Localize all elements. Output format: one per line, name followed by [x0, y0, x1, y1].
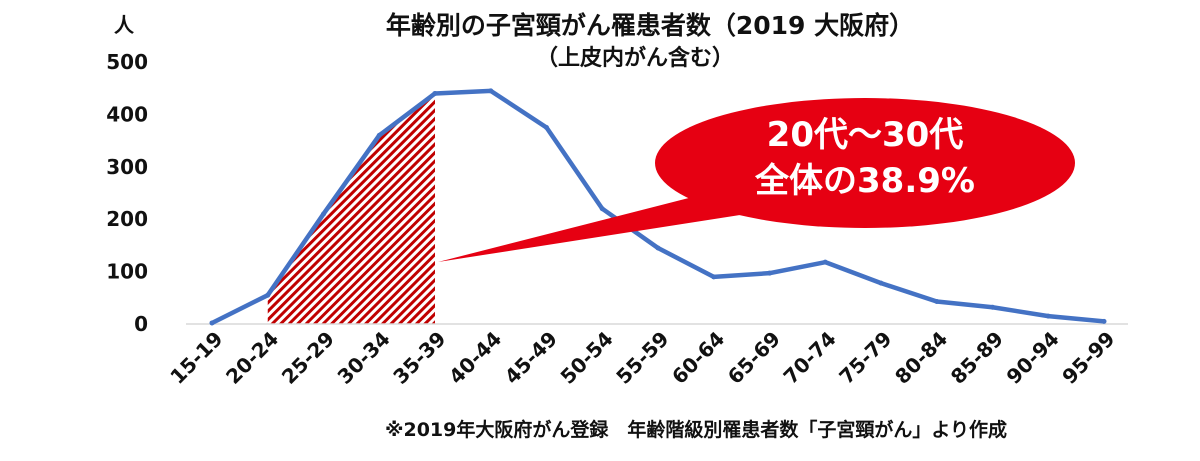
x-tick-label: 35-39 [388, 327, 450, 389]
data-point [544, 125, 549, 130]
x-tick-label: 55-59 [611, 327, 673, 389]
x-tick-label: 20-24 [221, 327, 283, 389]
x-tick-label: 45-49 [500, 327, 562, 389]
callout-pointer [438, 190, 740, 262]
data-point [321, 211, 326, 217]
highlight-area-layer [267, 93, 435, 324]
y-tick-label: 100 [106, 260, 148, 284]
x-tick-label: 85-89 [946, 327, 1008, 389]
x-tick-label: 15-19 [165, 327, 227, 389]
x-tick-label: 90-94 [1002, 327, 1064, 389]
x-tick-label: 70-74 [779, 327, 841, 389]
chart-subtitle: （上皮内がん含む） [536, 45, 734, 71]
y-tick-label: 200 [106, 207, 148, 231]
y-tick-label: 500 [106, 50, 148, 74]
highlight-area [267, 93, 435, 324]
callout-bubble [655, 98, 1075, 228]
data-point [432, 90, 438, 96]
x-tick-label: 25-29 [277, 327, 339, 389]
callout-line-1: 20代～30代 [767, 115, 964, 155]
data-point [767, 270, 772, 276]
callout-line-2: 全体の38.9% [754, 161, 975, 201]
x-tick-label: 65-69 [723, 327, 785, 389]
y-tick-label: 300 [106, 155, 148, 179]
data-point [265, 292, 271, 298]
data-point [878, 280, 884, 286]
y-axis-unit-label: 人 [114, 13, 135, 37]
x-tick-label: 30-34 [333, 327, 395, 389]
data-point [376, 132, 382, 138]
data-point [822, 259, 828, 265]
x-tick-label: 60-64 [667, 327, 729, 389]
x-tick-label: 40-44 [444, 327, 506, 389]
source-note: ※2019年大阪府がん登録 年齢階級別罹患者数「子宮頸がん」より作成 [385, 418, 1007, 441]
data-point [209, 320, 215, 326]
data-point [990, 304, 995, 310]
x-tick-label: 80-84 [890, 327, 952, 389]
data-point [711, 274, 717, 280]
callout-layer: 20代～30代 全体の38.9% [438, 98, 1075, 262]
series-line-layer [209, 88, 1107, 326]
data-point [655, 245, 661, 251]
data-point [599, 206, 605, 212]
data-point [1045, 313, 1051, 319]
data-point [934, 298, 940, 304]
data-point [1101, 318, 1107, 324]
x-tick-label: 50-54 [556, 327, 618, 389]
y-tick-label: 400 [106, 102, 148, 126]
x-tick-label: 95-99 [1057, 327, 1119, 389]
y-tick-label: 0 [134, 312, 148, 336]
data-point [488, 88, 494, 94]
x-tick-label: 75-79 [834, 327, 896, 389]
chart-title: 年齢別の子宮頸がん罹患者数（2019 大阪府） [386, 11, 914, 40]
